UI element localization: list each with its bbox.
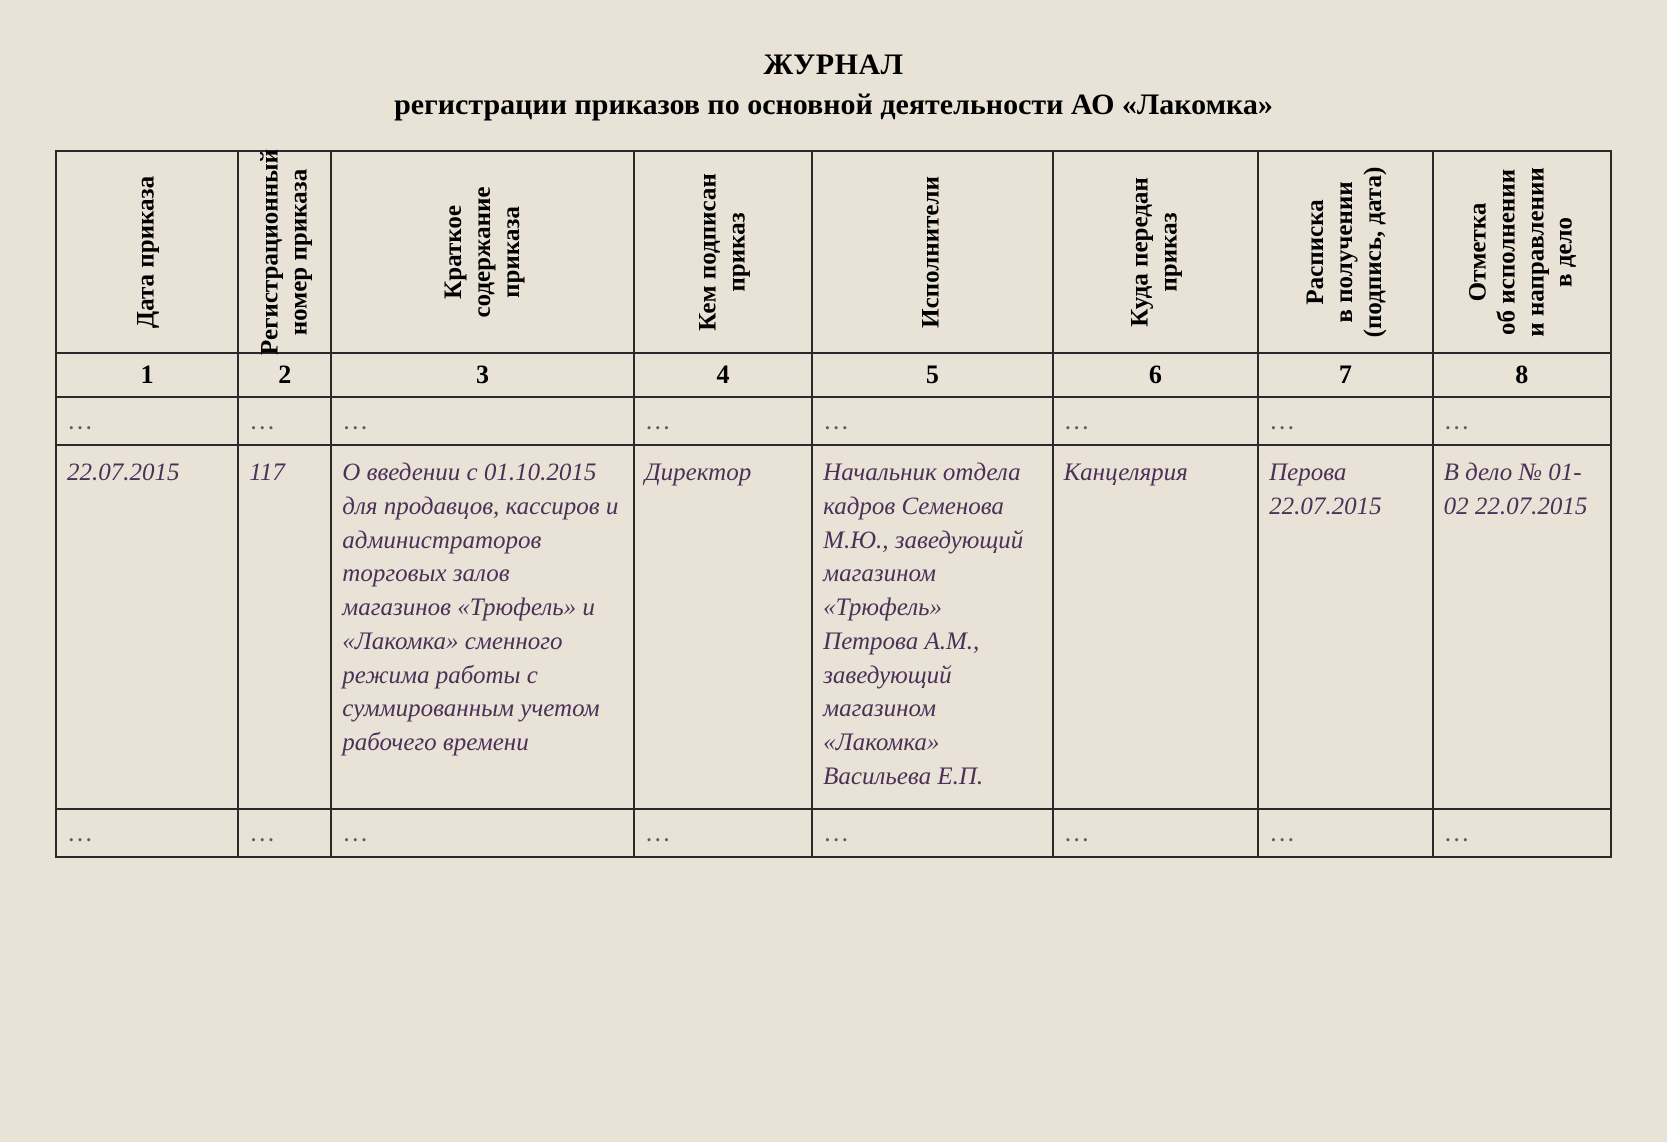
ellipsis-cell: … (1258, 809, 1432, 857)
col-num-3: 3 (331, 353, 633, 397)
ellipsis-cell: … (331, 397, 633, 445)
col-header-regnum: Регистрационныйномер приказа (238, 151, 331, 353)
journal-table: Дата приказа Регистрационныйномер приказ… (55, 150, 1612, 858)
table-header-row: Дата приказа Регистрационныйномер приказ… (56, 151, 1611, 353)
document-page: ЖУРНАЛ регистрации приказов по основной … (0, 0, 1667, 898)
col-num-5: 5 (812, 353, 1052, 397)
title-line-1: ЖУРНАЛ (55, 48, 1612, 82)
table-data-row: 22.07.2015 117 О введении с 01.10.2015 д… (56, 445, 1611, 809)
table-ellipsis-row-bottom: … … … … … … … … (56, 809, 1611, 857)
cell-regnum: 117 (238, 445, 331, 809)
ellipsis-cell: … (1053, 809, 1259, 857)
cell-executors: Начальник отдела кадров Семенова М.Ю., з… (812, 445, 1052, 809)
cell-summary: О введении с 01.10.2015 для продавцов, к… (331, 445, 633, 809)
col-header-summary: Краткоесодержаниеприказа (331, 151, 633, 353)
col-header-note: Отметкаоб исполнениии направлениив дело (1433, 151, 1611, 353)
col-num-7: 7 (1258, 353, 1432, 397)
ellipsis-cell: … (1433, 397, 1611, 445)
ellipsis-cell: … (238, 809, 331, 857)
ellipsis-cell: … (1053, 397, 1259, 445)
ellipsis-cell: … (634, 809, 812, 857)
cell-signed-by: Директор (634, 445, 812, 809)
ellipsis-cell: … (634, 397, 812, 445)
col-num-6: 6 (1053, 353, 1259, 397)
ellipsis-cell: … (812, 397, 1052, 445)
ellipsis-cell: … (56, 809, 238, 857)
col-num-8: 8 (1433, 353, 1611, 397)
ellipsis-cell: … (331, 809, 633, 857)
cell-receipt: Перова 22.07.2015 (1258, 445, 1432, 809)
cell-date: 22.07.2015 (56, 445, 238, 809)
table-number-row: 1 2 3 4 5 6 7 8 (56, 353, 1611, 397)
cell-sent-to: Канцелярия (1053, 445, 1259, 809)
col-num-4: 4 (634, 353, 812, 397)
ellipsis-cell: … (56, 397, 238, 445)
cell-note: В дело № 01-02 22.07.2015 (1433, 445, 1611, 809)
col-header-executors: Исполнители (812, 151, 1052, 353)
ellipsis-cell: … (1258, 397, 1432, 445)
col-num-2: 2 (238, 353, 331, 397)
title-line-2: регистрации приказов по основной деятель… (55, 88, 1612, 122)
col-header-date: Дата приказа (56, 151, 238, 353)
ellipsis-cell: … (238, 397, 331, 445)
col-header-signed-by: Кем подписанприказ (634, 151, 812, 353)
table-ellipsis-row-top: … … … … … … … … (56, 397, 1611, 445)
col-header-sent-to: Куда переданприказ (1053, 151, 1259, 353)
col-header-receipt: Распискав получении(подпись, дата) (1258, 151, 1432, 353)
ellipsis-cell: … (812, 809, 1052, 857)
ellipsis-cell: … (1433, 809, 1611, 857)
col-num-1: 1 (56, 353, 238, 397)
